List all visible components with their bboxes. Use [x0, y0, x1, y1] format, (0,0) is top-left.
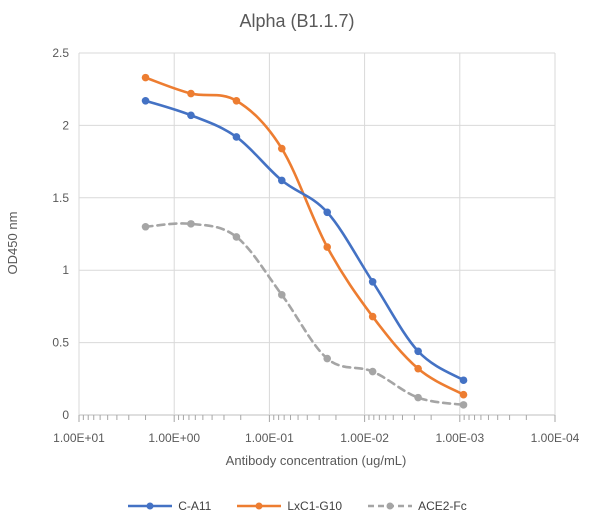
legend: C-A11 LxC1-G10 ACE2-Fc — [0, 494, 595, 518]
data-point-ace2-fc — [277, 291, 286, 299]
tick-layer: 0 0.5 1 1.5 2 2.5 1.00E+01 1.00E+00 1.00E-01 1.00… — [52, 46, 579, 445]
x-tick-label: 1.00E-02 — [340, 431, 389, 445]
legend-swatch-c-a11 — [128, 502, 173, 510]
data-point-ace2-fc — [459, 401, 468, 409]
x-tick-label: 1.00E+01 — [53, 431, 105, 445]
y-axis-label: OD450 nm — [5, 212, 20, 275]
chart-title: Alpha (B1.1.7) — [239, 11, 354, 31]
data-point-lxc1-g10 — [459, 390, 468, 399]
data-point-ace2-fc — [323, 354, 332, 363]
x-axis-label: Antibody concentration (ug/mL) — [226, 453, 407, 468]
legend-swatch-ace2-fc — [368, 502, 413, 510]
data-point-lxc1-g10 — [141, 73, 150, 82]
legend-item-lxc1-g10: LxC1-G10 — [237, 499, 342, 513]
data-point-lxc1-g10 — [368, 312, 377, 321]
data-point-ace2-fc — [368, 367, 377, 376]
y-tick-label: 1 — [62, 263, 69, 277]
x-tick-label: 1.00E-01 — [245, 431, 294, 445]
data-point-c-a11 — [232, 133, 241, 141]
series-line-c-a11 — [144, 99, 465, 382]
y-tick-label: 0 — [62, 408, 69, 422]
legend-swatch-lxc1-g10 — [237, 502, 282, 510]
data-point-lxc1-g10 — [277, 144, 286, 153]
y-tick-label: 0.5 — [52, 336, 69, 350]
legend-item-ace2-fc: ACE2-Fc — [368, 499, 467, 513]
series-layer — [141, 73, 468, 409]
data-point-lxc1-g10 — [414, 364, 422, 373]
legend-label-c-a11: C-A11 — [178, 499, 212, 513]
data-point-c-a11 — [414, 347, 422, 356]
x-tick-label: 1.00E-04 — [531, 431, 580, 445]
y-tick-label: 2 — [62, 118, 69, 132]
series-c-a11 — [141, 96, 468, 385]
series-ace2-fc — [141, 220, 468, 409]
x-tick-label: 1.00E-03 — [435, 431, 484, 445]
data-point-c-a11 — [141, 96, 150, 105]
data-point-c-a11 — [277, 176, 286, 185]
data-point-lxc1-g10 — [232, 96, 241, 105]
x-tick-label: 1.00E+00 — [148, 431, 200, 445]
series-lxc1-g10 — [141, 73, 468, 399]
data-point-ace2-fc — [414, 393, 422, 402]
data-point-lxc1-g10 — [187, 89, 195, 98]
legend-label-lxc1-g10: LxC1-G10 — [287, 499, 343, 513]
legend-label-ace2-fc: ACE2-Fc — [418, 499, 467, 513]
data-point-ace2-fc — [232, 233, 241, 241]
series-line-lxc1-g10 — [144, 76, 465, 397]
data-point-ace2-fc — [187, 220, 195, 228]
data-point-lxc1-g10 — [323, 243, 332, 251]
data-point-c-a11 — [187, 111, 195, 120]
y-tick-label: 1.5 — [52, 191, 69, 205]
grid-layer — [78, 52, 556, 416]
data-point-c-a11 — [323, 208, 332, 217]
legend-item-c-a11: C-A11 — [128, 499, 211, 513]
data-point-c-a11 — [368, 277, 377, 286]
y-tick-label: 2.5 — [52, 46, 69, 60]
series-line-ace2-fc — [144, 222, 465, 407]
data-point-c-a11 — [459, 376, 468, 385]
data-point-ace2-fc — [141, 222, 150, 231]
